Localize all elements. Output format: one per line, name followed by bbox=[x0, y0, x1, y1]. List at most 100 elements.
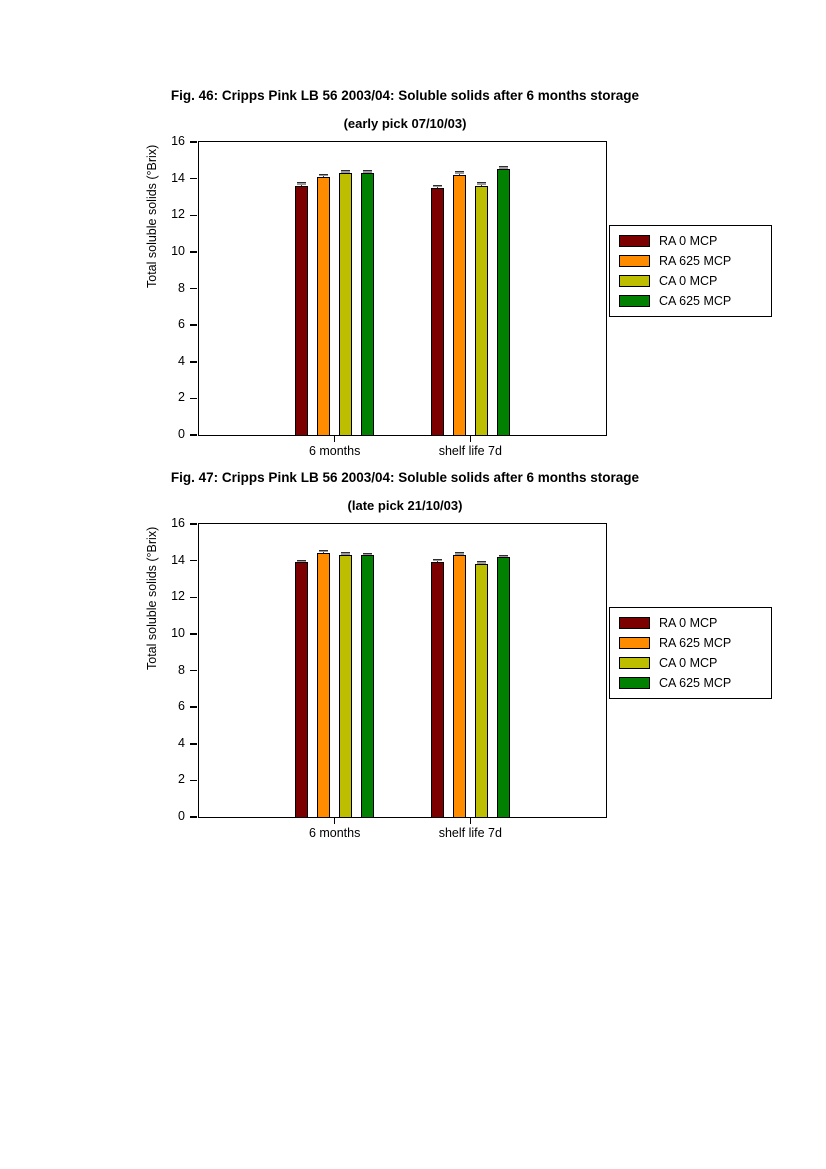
x-axis-tick-label: shelf life 7d bbox=[438, 826, 502, 840]
y-axis-tick bbox=[190, 779, 197, 782]
figure-46-subtitle: (early pick 07/10/03) bbox=[343, 116, 467, 131]
y-axis-tick-label: 12 bbox=[171, 207, 185, 222]
x-axis-tick bbox=[469, 435, 472, 442]
error-bar-cap bbox=[432, 184, 442, 188]
figure-46: Fig. 46: Cripps Pink LB 56 2003/04: Solu… bbox=[0, 88, 826, 470]
error-bar-cap bbox=[476, 561, 486, 564]
legend-item-ca-0-mcp: CA 0 MCP bbox=[619, 274, 771, 288]
bar-ca-625-mcp-6-months bbox=[361, 173, 375, 435]
y-axis-tick-label: 14 bbox=[171, 170, 185, 185]
bar-ra-0-mcp-shelf-life-7d bbox=[430, 187, 444, 435]
y-axis-tick-label: 0 bbox=[178, 427, 185, 441]
y-axis-tick bbox=[190, 743, 197, 745]
y-axis-tick-label: 2 bbox=[178, 772, 185, 787]
error-bar-cap bbox=[454, 171, 464, 174]
legend-label-ra-625-mcp: RA 625 MCP bbox=[659, 254, 732, 268]
error-bar-cap bbox=[432, 558, 442, 562]
legend: RA 0 MCP RA 625 MCP CA 0 MCP CA 625 MCP bbox=[609, 225, 772, 317]
y-axis-tick bbox=[190, 669, 197, 672]
bar-ra-625-mcp-shelf-life-7d bbox=[452, 174, 466, 435]
y-axis-tick-label: 4 bbox=[178, 353, 185, 368]
legend-label-ca-625-mcp: CA 625 MCP bbox=[659, 676, 732, 690]
legend-label-ca-0-mcp: CA 0 MCP bbox=[659, 274, 718, 288]
legend-swatch-ca-0-mcp bbox=[619, 657, 650, 669]
legend-swatch-ra-0-mcp bbox=[619, 235, 650, 247]
y-axis-tick-label: 10 bbox=[171, 243, 185, 258]
legend-swatch-ca-625-mcp bbox=[619, 677, 650, 689]
figure-46-chart: 0 2 4 6 8 10 12 14 16 Total soluble solids (°Brix… bbox=[0, 88, 826, 470]
y-axis-tick bbox=[190, 287, 197, 290]
x-axis-tick-label: 6 months bbox=[308, 444, 361, 458]
y-axis-tick-label: 6 bbox=[178, 699, 185, 714]
error-bar-cap bbox=[341, 170, 351, 173]
bar-ca-0-mcp-shelf-life-7d bbox=[474, 564, 488, 817]
legend-item-ra-0-mcp: RA 0 MCP bbox=[619, 616, 771, 630]
error-bar-cap bbox=[498, 166, 508, 169]
y-axis-tick-label: 6 bbox=[178, 317, 185, 332]
bar-ra-625-mcp-6-months bbox=[317, 553, 331, 817]
y-axis-tick-label: 8 bbox=[178, 280, 185, 295]
bar-ca-625-mcp-shelf-life-7d bbox=[496, 556, 510, 817]
y-axis-tick bbox=[190, 251, 197, 253]
error-bar-cap bbox=[319, 549, 329, 553]
bar-ra-0-mcp-shelf-life-7d bbox=[430, 562, 444, 817]
error-bar-cap bbox=[363, 170, 373, 173]
y-axis-tick bbox=[190, 816, 197, 818]
bar-ra-0-mcp-6-months bbox=[295, 185, 309, 435]
plot-area: 0 2 4 6 8 10 12 14 16 Total soluble solids (°Brix… bbox=[145, 516, 607, 840]
legend-item-ra-625-mcp: RA 625 MCP bbox=[619, 636, 771, 650]
bar-ca-625-mcp-6-months bbox=[361, 555, 375, 817]
legend-item-ra-625-mcp: RA 625 MCP bbox=[619, 254, 771, 268]
x-axis-tick bbox=[469, 817, 472, 824]
bar-ca-0-mcp-6-months bbox=[339, 555, 353, 817]
x-axis-tick-label: 6 months bbox=[308, 826, 361, 840]
y-axis-tick bbox=[190, 523, 197, 525]
y-axis-tick-label: 0 bbox=[178, 809, 185, 823]
legend-item-ca-0-mcp: CA 0 MCP bbox=[619, 656, 771, 670]
legend: RA 0 MCP RA 625 MCP CA 0 MCP CA 625 MCP bbox=[609, 607, 772, 699]
x-axis-tick-label: shelf life 7d bbox=[438, 444, 502, 458]
legend-item-ca-625-mcp: CA 625 MCP bbox=[619, 676, 771, 690]
error-bar-cap bbox=[297, 559, 307, 563]
y-axis-tick bbox=[190, 559, 197, 562]
y-axis-tick bbox=[190, 633, 197, 635]
error-bar-cap bbox=[454, 552, 464, 555]
y-axis-tick bbox=[190, 434, 197, 436]
error-bar-cap bbox=[363, 552, 373, 556]
y-axis-tick bbox=[190, 141, 197, 143]
figure-46-title: Fig. 46: Cripps Pink LB 56 2003/04: Solu… bbox=[170, 88, 640, 103]
bar-ra-625-mcp-shelf-life-7d bbox=[452, 555, 466, 817]
y-axis-tick bbox=[190, 706, 197, 708]
y-axis-tick-label: 4 bbox=[178, 735, 185, 750]
figure-47: Fig. 47: Cripps Pink LB 56 2003/04: Solu… bbox=[0, 470, 826, 852]
bar-ca-0-mcp-shelf-life-7d bbox=[474, 185, 488, 435]
legend-label-ra-0-mcp: RA 0 MCP bbox=[659, 234, 718, 248]
legend-label-ra-625-mcp: RA 625 MCP bbox=[659, 636, 732, 650]
y-axis-tick bbox=[190, 397, 197, 400]
x-axis-tick bbox=[333, 435, 336, 442]
y-axis-tick-label: 10 bbox=[171, 625, 185, 640]
y-axis-tick-label: 12 bbox=[171, 589, 185, 604]
legend-swatch-ra-625-mcp bbox=[619, 255, 650, 267]
error-bar-cap bbox=[319, 173, 329, 177]
y-axis-tick bbox=[190, 324, 197, 326]
figure-47-subtitle: (late pick 21/10/03) bbox=[347, 498, 463, 513]
y-axis-tick-label: 16 bbox=[171, 134, 185, 148]
legend-label-ca-0-mcp: CA 0 MCP bbox=[659, 656, 718, 670]
y-axis-tick-label: 2 bbox=[178, 390, 185, 405]
bar-ra-0-mcp-6-months bbox=[295, 562, 309, 817]
y-axis-tick bbox=[190, 361, 197, 363]
x-axis-tick bbox=[333, 817, 336, 824]
y-axis-tick-label: 8 bbox=[178, 662, 185, 677]
plot-area: 0 2 4 6 8 10 12 14 16 Total soluble solids (°Brix… bbox=[145, 134, 607, 458]
error-bar-cap bbox=[476, 182, 486, 185]
legend-item-ra-0-mcp: RA 0 MCP bbox=[619, 234, 771, 248]
y-axis-tick-label: 14 bbox=[171, 552, 185, 567]
error-bar-cap bbox=[341, 552, 351, 555]
bar-ca-0-mcp-6-months bbox=[339, 173, 353, 435]
y-axis-tick bbox=[190, 214, 197, 216]
y-axis-tick bbox=[190, 596, 197, 598]
legend-item-ca-625-mcp: CA 625 MCP bbox=[619, 294, 771, 308]
bar-ca-625-mcp-shelf-life-7d bbox=[496, 169, 510, 435]
